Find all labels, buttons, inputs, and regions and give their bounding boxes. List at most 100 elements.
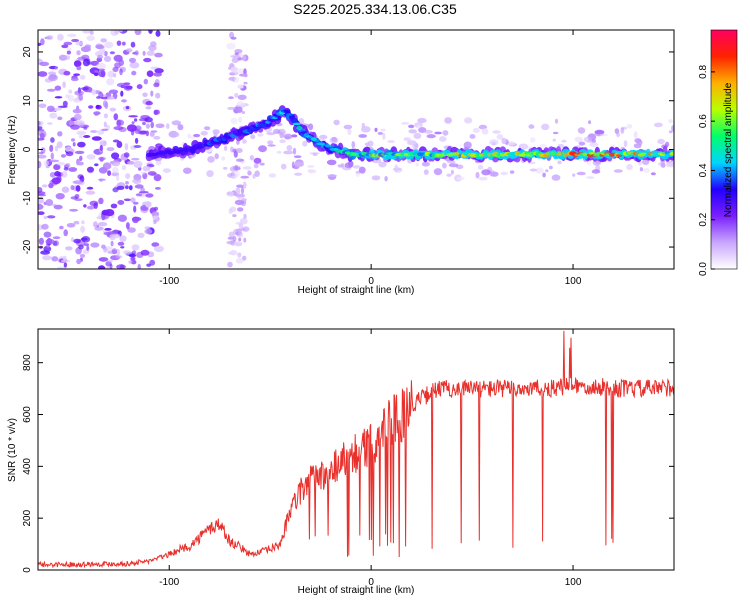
spectrogram-noise-blob [446, 173, 452, 177]
spectrogram-noise-blob [65, 163, 71, 168]
spectrogram-noise-blob [130, 256, 136, 261]
colorbar-tick-label: 0.2 [698, 212, 709, 226]
spectrogram-noise-blob [326, 159, 337, 166]
spectrogram-noise-blob [254, 170, 260, 177]
spectrogram-noise-blob [153, 72, 163, 77]
spectrogram-noise-blob [93, 221, 98, 228]
spectrogram-noise-blob [150, 41, 157, 47]
spectrogram-y-tick-label: -20 [22, 239, 33, 254]
spectrogram-noise-blob [633, 143, 642, 149]
spectrogram-noise-blob [283, 150, 294, 155]
spectrogram-noise-blob [243, 73, 248, 78]
spectrogram-noise-blob [95, 104, 100, 109]
spectrogram-noise-blob [207, 156, 215, 163]
snr-y-axis-label: SNR (10 * v/v) [7, 418, 18, 482]
spectrogram-noise-blob [153, 82, 160, 88]
spectrogram-noise-blob [518, 143, 529, 150]
spectrogram-noise-blob [204, 126, 211, 131]
spectrogram-noise-blob [47, 215, 56, 219]
spectrogram-noise-blob [104, 209, 115, 217]
spectrogram-noise-blob [133, 118, 138, 122]
spectrogram-noise-blob [38, 203, 44, 210]
spectrogram-noise-blob [110, 203, 118, 209]
spectrogram-noise-blob [230, 66, 238, 73]
spectrogram-noise-blob [41, 184, 48, 188]
spectrogram-noise-blob [478, 176, 488, 181]
spectrogram-noise-blob [665, 141, 670, 147]
spectrogram-noise-blob [241, 198, 247, 202]
spectrogram-noise-blob [105, 259, 114, 263]
spectrogram-noise-blob [426, 134, 436, 139]
spectrogram-noise-blob [38, 71, 48, 77]
spectrogram-noise-blob [46, 105, 55, 113]
spectrogram-noise-blob [63, 55, 71, 61]
spectrogram-noise-blob [125, 106, 130, 110]
spectrogram-noise-blob [616, 132, 620, 138]
snr-x-tick-label: 100 [565, 577, 582, 588]
spectrogram-noise-blob [475, 171, 480, 179]
spectrogram-noise-blob [66, 50, 71, 55]
spectrogram-noise-blob [374, 127, 378, 132]
spectrogram-noise-blob [74, 180, 83, 185]
spectrogram-noise-blob [250, 134, 256, 140]
spectrogram-noise-blob [633, 131, 638, 139]
spectrogram-noise-blob [71, 38, 80, 43]
spectrogram-noise-blob [43, 231, 52, 238]
spectrogram-noise-blob [329, 137, 339, 144]
spectrogram-noise-blob [130, 259, 137, 265]
snr-y-tick-label: 600 [22, 406, 33, 423]
spectrogram-noise-blob [469, 134, 476, 139]
spectrogram-noise-blob [576, 171, 586, 176]
spectrogram-noise-blob [40, 38, 45, 46]
spectrogram-noise-blob [128, 253, 137, 258]
spectrogram-noise-blob [240, 186, 245, 195]
spectrogram-noise-blob [594, 129, 605, 135]
spectrogram-noise-blob [253, 157, 262, 164]
spectrogram-noise-blob [147, 171, 157, 176]
spectrogram-noise-blob [116, 40, 122, 46]
spectrogram-noise-blob [42, 255, 52, 261]
spectrogram-noise-blob [620, 127, 625, 134]
spectrogram-noise-blob [230, 117, 238, 125]
spectrogram-noise-blob [52, 236, 61, 240]
spectrogram-noise-blob [668, 119, 673, 124]
spectrogram-noise-blob [124, 143, 129, 151]
spectrogram-noise-blob [528, 124, 535, 129]
spectrogram-noise-blob [65, 246, 73, 251]
spectrogram-noise-blob [235, 242, 242, 246]
spectrogram-noise-blob [107, 96, 115, 100]
spectrogram-noise-blob [57, 266, 67, 269]
spectrogram-noise-blob [267, 144, 276, 147]
spectrogram-noise-blob [237, 207, 244, 212]
spectrogram-noise-blob [98, 156, 106, 161]
spectrogram-noise-blob [86, 205, 95, 210]
spectrogram-noise-blob [266, 132, 276, 136]
spectrogram-noise-blob [40, 250, 50, 255]
spectrogram-noise-blob [666, 162, 674, 168]
spectrogram-noise-blob [77, 141, 86, 148]
spectrogram-x-tick-label: 100 [565, 276, 582, 287]
spectrogram-noise-blob [352, 165, 361, 169]
spectrogram-noise-blob [236, 101, 245, 108]
spectrogram-noise-blob [660, 162, 666, 168]
spectrogram-noise-blob [113, 126, 124, 131]
spectrogram-noise-blob [131, 157, 140, 161]
spectrogram-noise-blob [423, 169, 429, 175]
spectrogram-noise-blob [481, 169, 491, 176]
spectrogram-noise-blob [477, 164, 484, 170]
spectrogram-noise-blob [583, 136, 592, 143]
spectrogram-ridge-point [312, 138, 320, 142]
spectrogram-noise-blob [120, 246, 125, 249]
spectrogram-noise-blob [501, 137, 507, 145]
spectrogram-noise-blob [76, 66, 82, 71]
spectrogram-noise-blob [155, 109, 160, 115]
spectrogram-noise-blob [38, 211, 45, 215]
spectrogram-noise-blob [131, 70, 137, 76]
spectrogram-noise-blob [234, 164, 238, 171]
spectrogram-noise-blob [94, 163, 99, 167]
spectrogram-noise-blob [214, 153, 219, 160]
spectrogram-noise-blob [105, 261, 112, 267]
spectrogram-noise-blob [150, 121, 154, 129]
spectrogram-noise-blob [177, 124, 184, 131]
spectrogram-noise-blob [292, 147, 297, 155]
